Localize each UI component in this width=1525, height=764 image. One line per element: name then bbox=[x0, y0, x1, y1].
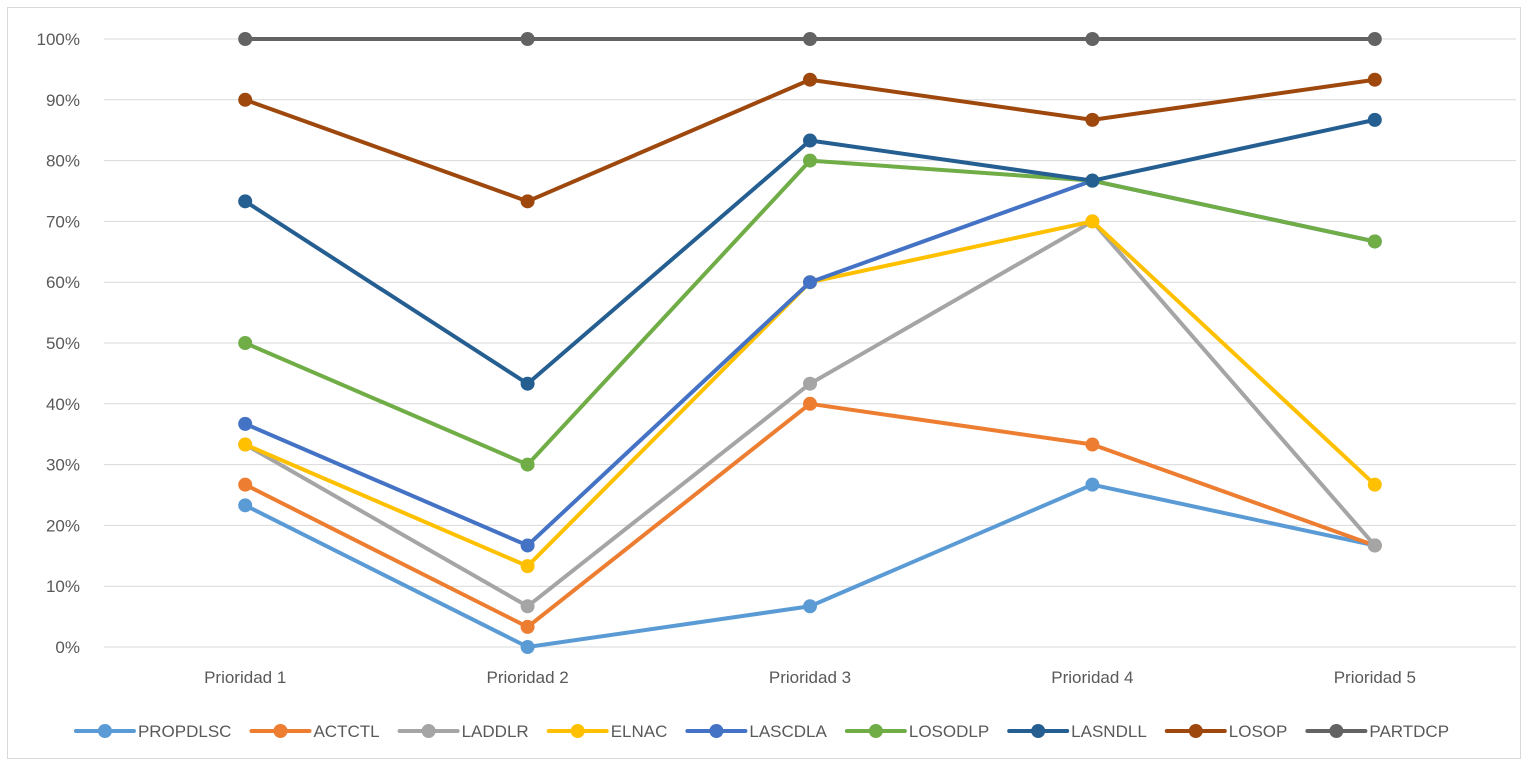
data-point bbox=[238, 92, 253, 107]
y-tick-label: 0% bbox=[55, 638, 80, 657]
legend-swatch-marker bbox=[97, 724, 112, 738]
data-point bbox=[1085, 173, 1100, 188]
legend-swatch-marker bbox=[868, 724, 883, 738]
legend-swatch-marker bbox=[709, 724, 724, 738]
legend-item-losop: LOSOP bbox=[1164, 722, 1288, 741]
data-point bbox=[1367, 234, 1382, 249]
y-tick-label: 100% bbox=[37, 30, 80, 49]
legend-item-laddlr: LADDLR bbox=[397, 722, 529, 741]
data-point bbox=[1367, 112, 1382, 127]
y-tick-label: 40% bbox=[46, 395, 80, 414]
data-point bbox=[238, 32, 253, 46]
data-point bbox=[803, 133, 817, 148]
data-point bbox=[1367, 477, 1382, 492]
series-line bbox=[243, 482, 1377, 649]
legend-label: LASCDLA bbox=[749, 722, 827, 741]
legend-item-partdcp: PARTDCP bbox=[1305, 722, 1449, 741]
series-losodlp bbox=[238, 153, 1382, 472]
data-point bbox=[1085, 437, 1100, 452]
data-point bbox=[520, 640, 535, 654]
series-partdcp bbox=[238, 32, 1382, 46]
legend-swatch-marker bbox=[421, 724, 436, 738]
data-point bbox=[1367, 538, 1382, 553]
data-point bbox=[238, 437, 253, 452]
data-point bbox=[520, 32, 535, 46]
y-tick-label: 80% bbox=[46, 152, 80, 171]
legend-label: PARTDCP bbox=[1369, 722, 1449, 741]
y-axis-tick-labels: 0% 10% 20% 30% 40% 50% 60% 70% 80% 90% 100% bbox=[37, 30, 80, 657]
data-point bbox=[520, 559, 535, 574]
legend-item-lascdla: LASCDLA bbox=[685, 722, 828, 741]
x-axis-tick-labels: Prioridad 1 Prioridad 2 Prioridad 3 Priorid… bbox=[204, 668, 1416, 687]
series-lasndll bbox=[238, 112, 1382, 391]
y-tick-label: 70% bbox=[46, 212, 80, 231]
legend-label: LOSOP bbox=[1229, 722, 1288, 741]
legend-swatch-marker bbox=[570, 724, 585, 738]
legend-label: LOSODLP bbox=[909, 722, 989, 741]
data-point bbox=[520, 376, 535, 391]
legend-label: LASNDLL bbox=[1071, 722, 1147, 741]
legend-label: PROPDLSC bbox=[138, 722, 232, 741]
y-tick-label: 20% bbox=[46, 516, 80, 535]
legend-item-actctl: ACTCTL bbox=[249, 722, 380, 741]
series-lines bbox=[238, 32, 1382, 654]
series-losop bbox=[238, 72, 1382, 209]
data-point bbox=[238, 498, 253, 513]
series-elnac bbox=[238, 214, 1382, 574]
x-tick-label: Prioridad 5 bbox=[1334, 668, 1416, 687]
data-point bbox=[1367, 32, 1382, 46]
legend-label: ELNAC bbox=[611, 722, 668, 741]
data-point bbox=[803, 396, 817, 411]
y-tick-label: 30% bbox=[46, 456, 80, 475]
data-point bbox=[803, 599, 817, 614]
data-point bbox=[238, 416, 253, 431]
data-point bbox=[1085, 477, 1100, 492]
data-point bbox=[803, 32, 817, 46]
data-point bbox=[238, 336, 253, 350]
y-tick-label: 50% bbox=[46, 334, 80, 353]
legend-item-lasndll: LASNDLL bbox=[1007, 722, 1147, 741]
data-point bbox=[520, 538, 535, 553]
data-point bbox=[520, 619, 535, 634]
legend-label: LADDLR bbox=[462, 722, 529, 741]
data-point bbox=[520, 194, 535, 209]
data-point bbox=[803, 376, 817, 391]
legend: PROPDLSC ACTCTL LADDLR ELNAC LASCDLA LOSODLP L… bbox=[73, 722, 1449, 741]
data-point bbox=[803, 72, 817, 87]
data-point bbox=[1085, 112, 1100, 127]
grid-lines bbox=[104, 38, 1516, 648]
series-line bbox=[243, 219, 1377, 569]
series-lascdla bbox=[238, 173, 1382, 553]
x-tick-label: Prioridad 1 bbox=[204, 668, 286, 687]
data-point bbox=[1085, 214, 1100, 229]
legend-swatch-marker bbox=[273, 724, 288, 738]
legend-label: ACTCTL bbox=[313, 722, 379, 741]
legend-swatch-marker bbox=[1188, 724, 1203, 738]
y-tick-label: 60% bbox=[46, 273, 80, 292]
legend-swatch-marker bbox=[1031, 724, 1046, 738]
x-tick-label: Prioridad 4 bbox=[1051, 668, 1133, 687]
legend-item-elnac: ELNAC bbox=[546, 722, 668, 741]
data-point bbox=[520, 457, 535, 472]
x-tick-label: Prioridad 3 bbox=[769, 668, 851, 687]
legend-item-losodlp: LOSODLP bbox=[844, 722, 989, 741]
data-point bbox=[1367, 72, 1382, 87]
data-point bbox=[803, 275, 817, 290]
y-tick-label: 10% bbox=[46, 577, 80, 596]
legend-item-propdlsc: PROPDLSC bbox=[73, 722, 232, 741]
data-point bbox=[238, 477, 253, 492]
x-tick-label: Prioridad 2 bbox=[486, 668, 568, 687]
series-line bbox=[243, 178, 1377, 548]
data-point bbox=[238, 194, 253, 209]
data-point bbox=[1085, 32, 1100, 46]
data-point bbox=[803, 153, 817, 168]
legend-swatch-marker bbox=[1329, 724, 1344, 738]
y-tick-label: 90% bbox=[46, 91, 80, 110]
data-point bbox=[520, 599, 535, 614]
